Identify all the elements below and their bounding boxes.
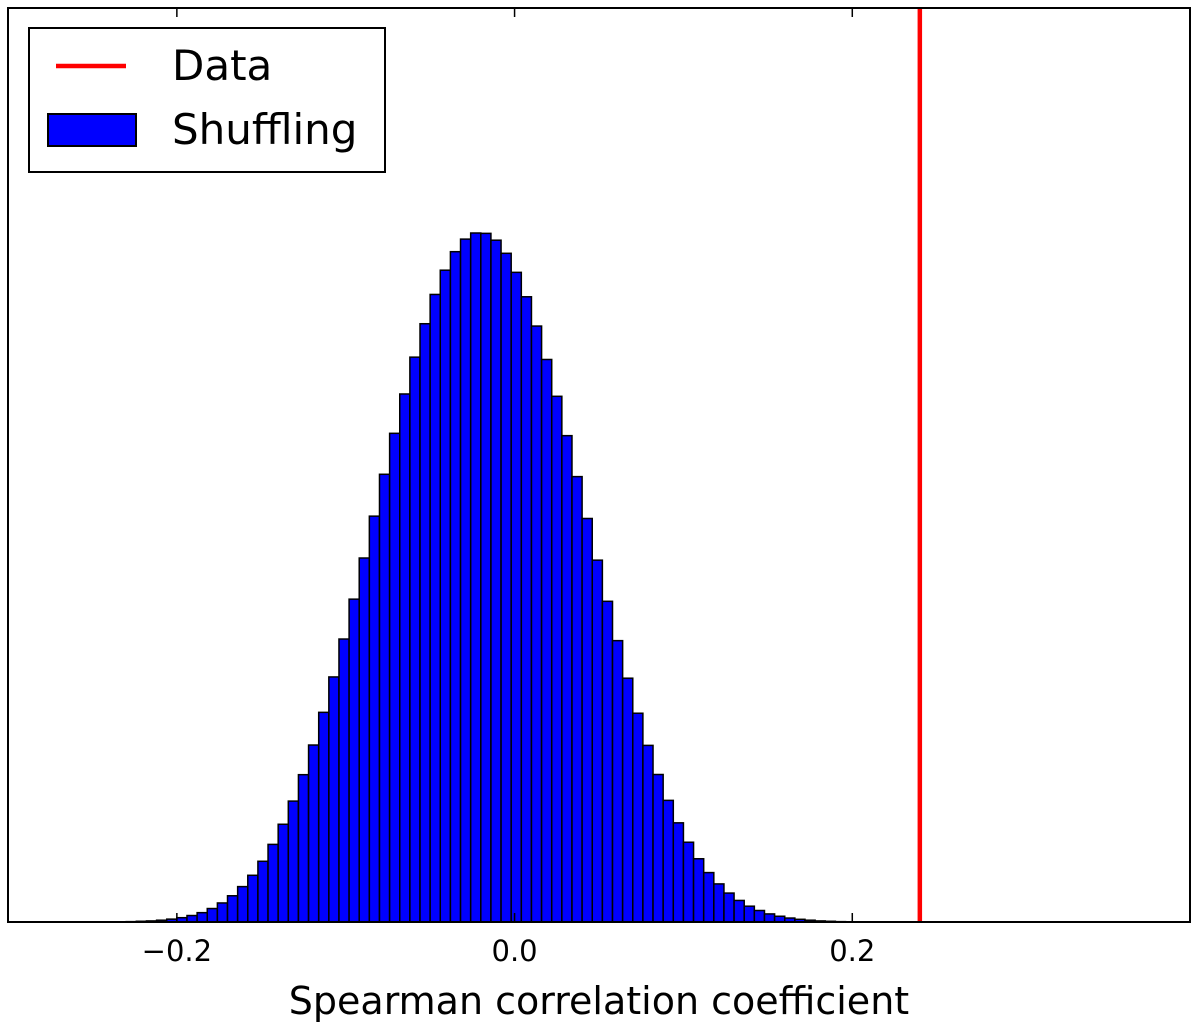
histogram-bar (429, 293, 442, 923)
histogram-bar (409, 356, 421, 923)
histogram-bar (642, 744, 654, 923)
histogram-bar (328, 676, 340, 923)
histogram-bar (368, 515, 381, 923)
x-axis-ticks: −0.2 0.0 0.2 (142, 8, 875, 968)
histogram-bar (611, 639, 624, 923)
histogram-bar (561, 434, 573, 923)
histogram-bar (226, 895, 239, 923)
histogram-bar (763, 913, 776, 923)
histogram-bar (399, 393, 411, 923)
histogram-bar (236, 885, 249, 923)
histogram-bar (621, 677, 634, 923)
legend-shuffling-label: Shuffling (172, 105, 357, 154)
histogram-bar (652, 773, 664, 923)
histogram-bar (358, 557, 371, 923)
histogram-bar (267, 843, 279, 923)
histogram-bar (419, 322, 431, 923)
histogram-bar (338, 638, 350, 923)
histogram-bar (469, 232, 482, 923)
histogram-bar (520, 296, 533, 923)
x-tick-label: −0.2 (142, 934, 212, 968)
x-axis-label: Spearman correlation coefficient (289, 979, 909, 1023)
histogram-bar (439, 269, 452, 923)
legend-shuffling-swatch (47, 113, 137, 147)
histogram-bar (490, 239, 502, 923)
histogram-bar (348, 598, 360, 923)
histogram-bar (247, 874, 259, 923)
histogram-bar (257, 860, 269, 923)
histogram-bar (723, 892, 735, 923)
histogram-bar (378, 473, 391, 923)
histogram-bar (682, 841, 695, 923)
x-tick-label: 0.0 (492, 934, 538, 968)
histogram-bar (581, 517, 593, 923)
histogram-bar (632, 712, 644, 923)
legend: Data Shuffling (28, 27, 386, 173)
histogram-bar (297, 773, 310, 923)
legend-data-label: Data (172, 41, 272, 90)
histogram-bar (196, 911, 208, 923)
histogram-bar (307, 744, 320, 923)
histogram-bar (206, 907, 219, 923)
legend-box (28, 27, 386, 173)
histogram-bar (287, 800, 300, 923)
histogram-bar (388, 432, 401, 923)
histogram-bar (550, 395, 563, 923)
histogram-bar (459, 238, 472, 923)
histogram-bar (702, 871, 715, 923)
histogram-bar (753, 909, 766, 923)
histogram-bar (530, 325, 543, 923)
plot-frame (7, 7, 1191, 923)
x-tick-label: 0.2 (829, 934, 875, 968)
histogram-bar (277, 823, 290, 923)
histogram-bar (692, 858, 705, 923)
histogram-bar (480, 232, 492, 923)
histogram-bar (510, 271, 523, 923)
histogram-bar (713, 883, 725, 923)
histogram-bar (591, 559, 604, 923)
histogram-bar (317, 711, 330, 923)
histogram-bar (743, 905, 756, 923)
histogram-bar (672, 822, 685, 923)
histogram-bar (540, 358, 553, 923)
histogram-bar (733, 899, 745, 923)
histogram-bar (216, 902, 229, 923)
histogram-bar (449, 250, 462, 923)
histogram-bar (601, 600, 614, 923)
histogram-bar (500, 252, 512, 923)
histogram-bar (662, 799, 675, 923)
histogram-bar (571, 475, 583, 923)
